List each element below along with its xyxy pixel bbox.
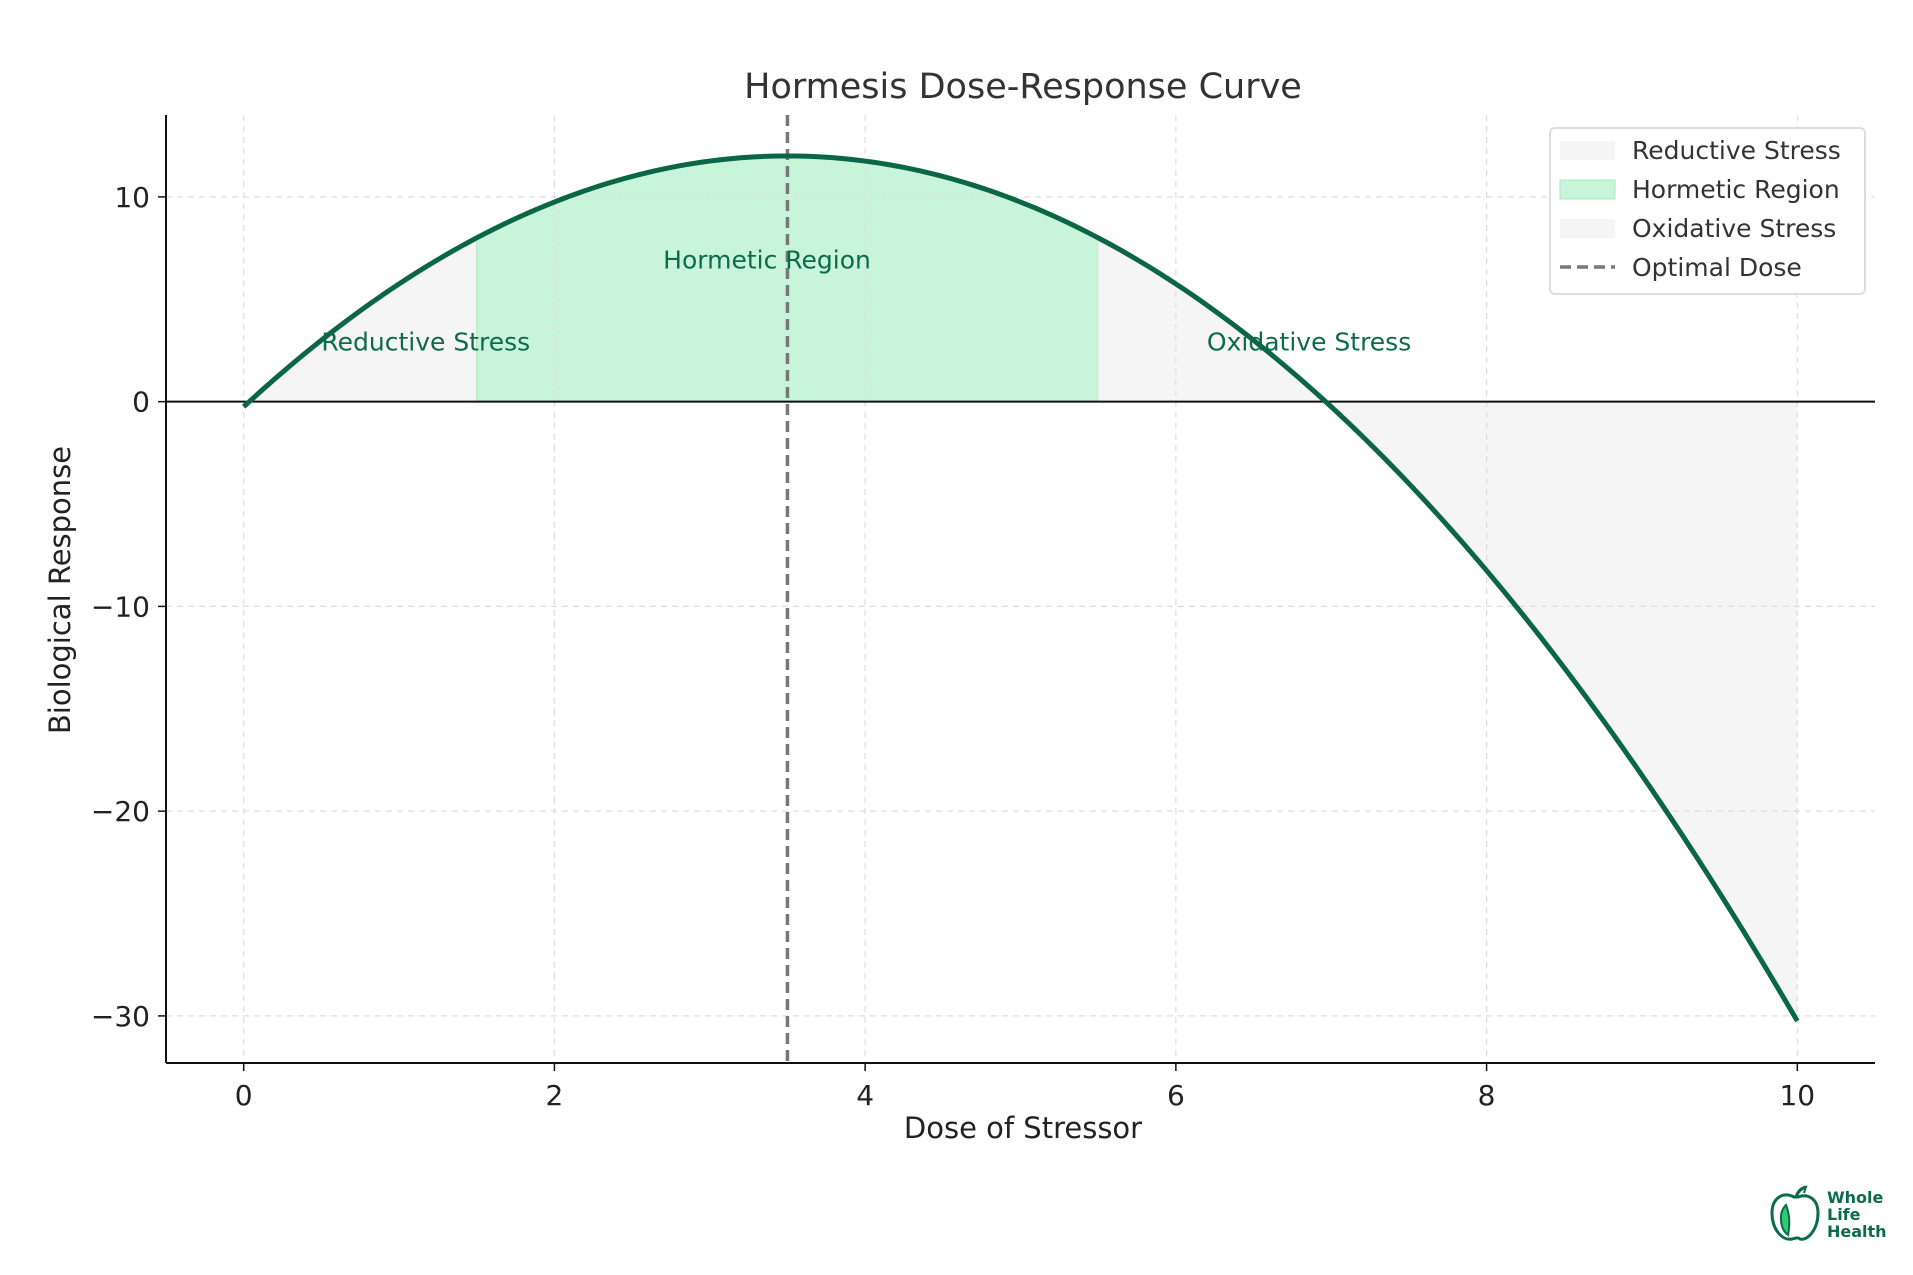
legend-label: Reductive Stress bbox=[1632, 136, 1841, 165]
annotation-oxidative-stress: Oxidative Stress bbox=[1207, 327, 1411, 356]
region-oxidative-stress bbox=[1098, 237, 1798, 1022]
logo-line-3: Health bbox=[1827, 1222, 1887, 1241]
legend-swatch bbox=[1560, 219, 1615, 238]
y-axis-label: Biological Response bbox=[43, 446, 77, 734]
response-curve bbox=[241, 153, 1800, 1023]
x-tick-label: 0 bbox=[235, 1079, 253, 1112]
annotation-hormetic-region: Hormetic Region bbox=[663, 246, 871, 275]
logo-line-2: Life bbox=[1827, 1205, 1861, 1224]
axes-layer bbox=[165, 115, 1875, 1064]
x-tick-label: 10 bbox=[1779, 1079, 1815, 1112]
x-tick-label: 6 bbox=[1167, 1079, 1185, 1112]
chart-title: Hormesis Dose-Response Curve bbox=[744, 67, 1302, 107]
x-axis-label: Dose of Stressor bbox=[904, 1111, 1142, 1145]
legend-label: Optimal Dose bbox=[1632, 253, 1802, 282]
legend-swatch bbox=[1559, 179, 1616, 200]
y-tick-label: −20 bbox=[91, 795, 150, 828]
x-tick-label: 2 bbox=[545, 1079, 563, 1112]
curve-layer bbox=[241, 153, 1800, 1023]
legend-swatch bbox=[1560, 141, 1615, 160]
x-tick-label: 4 bbox=[856, 1079, 874, 1112]
ticks-layer: 0 2 4 6 8 10 −30 −20 −10 0 10 bbox=[91, 181, 1815, 1112]
logo-line-1: Whole bbox=[1827, 1188, 1884, 1207]
x-tick-label: 8 bbox=[1478, 1079, 1496, 1112]
y-tick-label: 10 bbox=[114, 181, 150, 214]
y-tick-label: −10 bbox=[91, 590, 150, 623]
logo-wordmark: Whole Life Health bbox=[1827, 1189, 1887, 1240]
y-tick-label: 0 bbox=[132, 386, 150, 419]
legend-label: Hormetic Region bbox=[1632, 175, 1840, 204]
annotation-reductive-stress: Reductive Stress bbox=[321, 327, 530, 356]
legend-box bbox=[1549, 127, 1866, 295]
apple-leaf-icon bbox=[1770, 1185, 1820, 1241]
legend: Reductive Stress Hormetic Region Oxidative… bbox=[1549, 127, 1866, 295]
region-reductive-stress bbox=[243, 237, 477, 407]
annotations-layer: Reductive Stress Hormetic Region Oxidative… bbox=[321, 246, 1411, 357]
y-tick-label: −30 bbox=[91, 1000, 150, 1033]
legend-label: Oxidative Stress bbox=[1632, 214, 1836, 243]
whole-life-health-logo: Whole Life Health bbox=[1770, 1185, 1900, 1245]
